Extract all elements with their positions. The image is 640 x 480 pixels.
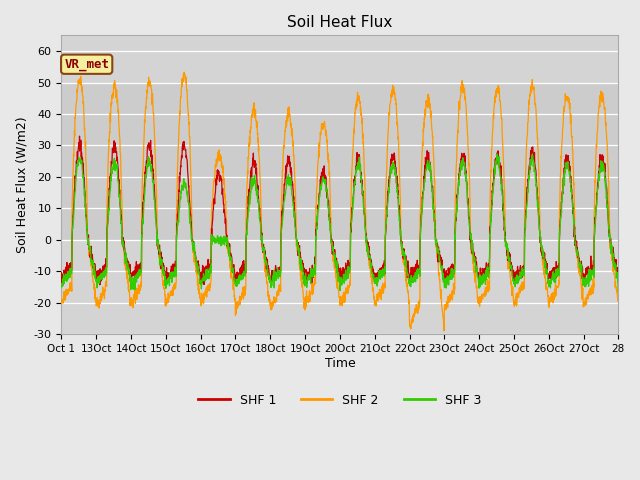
- X-axis label: Time: Time: [324, 357, 355, 370]
- Text: VR_met: VR_met: [64, 58, 109, 71]
- Y-axis label: Soil Heat Flux (W/m2): Soil Heat Flux (W/m2): [15, 117, 28, 253]
- Bar: [61, 83, 618, 240]
- Legend: SHF 1, SHF 2, SHF 3: SHF 1, SHF 2, SHF 3: [193, 389, 486, 411]
- Title: Soil Heat Flux: Soil Heat Flux: [287, 15, 392, 30]
